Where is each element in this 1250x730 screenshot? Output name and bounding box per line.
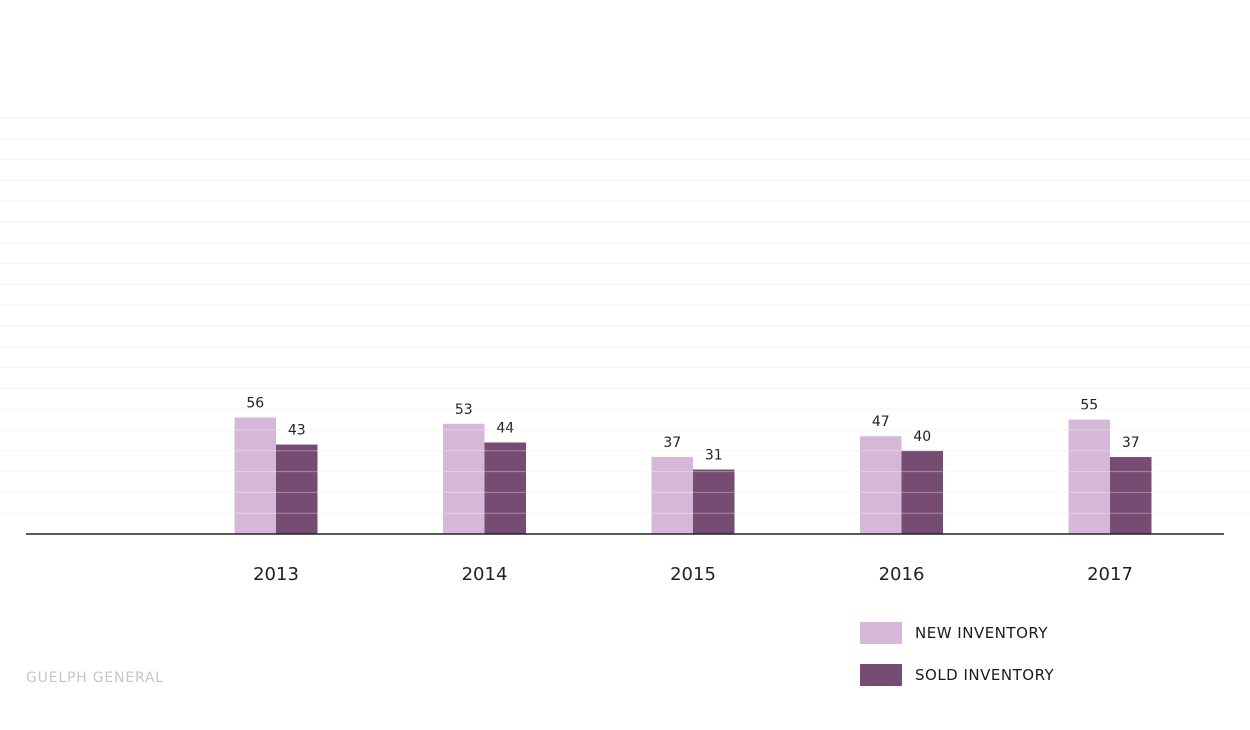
- data-label-sold-2016: 40: [913, 429, 931, 445]
- bar-new-2013: [234, 417, 276, 534]
- bar-new-2015: [651, 457, 693, 534]
- chart-legend: NEW INVENTORY SOLD INVENTORY: [860, 622, 1054, 706]
- legend-label-sold-inventory: SOLD INVENTORY: [915, 666, 1055, 684]
- x-tick-label-2017: 2017: [1087, 564, 1133, 585]
- legend-item-sold-inventory: SOLD INVENTORY: [860, 664, 1054, 686]
- legend-label-new-inventory: NEW INVENTORY: [915, 624, 1048, 642]
- data-label-new-2017: 55: [1080, 398, 1098, 414]
- x-tick-label-2013: 2013: [253, 564, 299, 585]
- legend-swatch-sold-inventory: [860, 664, 902, 686]
- legend-item-new-inventory: NEW INVENTORY: [860, 622, 1054, 644]
- bar-sold-2016: [901, 450, 943, 534]
- data-label-sold-2013: 43: [288, 423, 306, 439]
- bar-sold-2017: [1110, 457, 1152, 534]
- bar-sold-2013: [276, 444, 318, 534]
- bar-new-2017: [1068, 419, 1110, 534]
- bar-new-2014: [443, 423, 485, 534]
- bars: [234, 417, 1152, 534]
- legend-swatch-new-inventory: [860, 622, 902, 644]
- x-tick-label-2015: 2015: [670, 564, 716, 585]
- x-tick-label-2016: 2016: [879, 564, 925, 585]
- footer-brand: GUELPH GENERAL: [26, 670, 164, 686]
- data-label-new-2014: 53: [455, 402, 473, 418]
- bar-sold-2014: [484, 442, 526, 534]
- x-tick-label-2014: 2014: [462, 564, 508, 585]
- chart-area: 56 43 53 44 37 31 47 40 55 37 2013 2014 2015 2016 201…: [0, 117, 1250, 585]
- data-label-new-2015: 37: [663, 435, 681, 451]
- data-label-new-2016: 47: [872, 414, 890, 430]
- data-label-sold-2015: 31: [705, 448, 723, 464]
- data-label-new-2013: 56: [246, 396, 264, 412]
- data-label-sold-2014: 44: [496, 420, 514, 436]
- data-labels: 56 43 53 44 37 31 47 40 55 37: [0, 396, 1250, 514]
- data-label-sold-2017: 37: [1122, 435, 1140, 451]
- bar-new-2016: [860, 436, 902, 534]
- x-axis-ticks: 2013 2014 2015 2016 2017: [253, 564, 1133, 585]
- gridlines: [0, 117, 1250, 514]
- bar-sold-2015: [693, 469, 735, 534]
